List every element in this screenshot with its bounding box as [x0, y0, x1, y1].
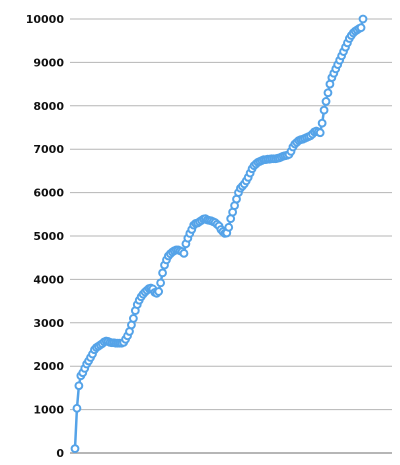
- series-line: [73, 18, 365, 449]
- data-point: [315, 128, 325, 138]
- y-tick-label: 6000: [33, 187, 64, 200]
- y-tick-label: 1000: [33, 404, 64, 417]
- data-point: [224, 222, 234, 232]
- data-point: [323, 88, 333, 98]
- gridlines: [70, 18, 392, 411]
- data-points: [70, 14, 368, 454]
- data-point: [179, 248, 189, 258]
- data-point: [156, 278, 166, 288]
- y-tick-label: 4000: [33, 273, 64, 286]
- data-point: [72, 403, 82, 413]
- data-point: [358, 14, 368, 24]
- y-tick-label: 5000: [33, 230, 64, 243]
- data-point: [70, 444, 80, 454]
- y-tick-label: 10000: [26, 13, 65, 26]
- data-point: [158, 268, 167, 278]
- data-point: [321, 97, 331, 106]
- y-tick-label: 3000: [33, 317, 64, 330]
- y-tick-label: 7000: [33, 143, 64, 156]
- data-point: [128, 314, 138, 323]
- y-tick-label: 0: [56, 447, 64, 460]
- y-tick-label: 2000: [33, 360, 64, 373]
- y-axis-tick-labels: 0 1000 2000 3000 4000 5000 6000 7000 8000 9000 100…: [26, 13, 65, 460]
- series-line-layer: [73, 18, 365, 449]
- data-point: [154, 287, 164, 296]
- data-point: [319, 105, 329, 115]
- data-point: [74, 381, 84, 391]
- data-point: [317, 118, 327, 128]
- data-point: [356, 23, 366, 33]
- y-tick-label: 9000: [33, 56, 64, 69]
- y-tick-label: 8000: [33, 100, 64, 113]
